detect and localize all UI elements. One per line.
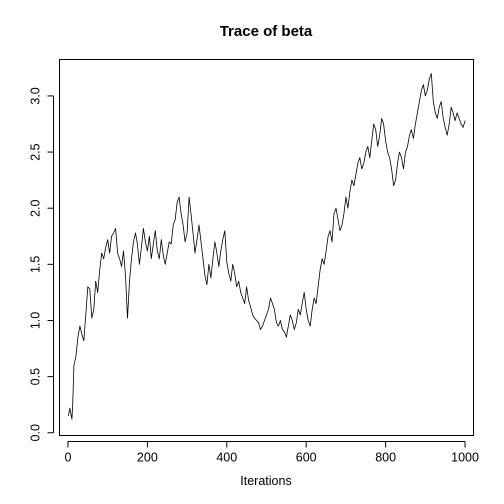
plot-frame <box>59 59 474 436</box>
y-tick-label: 3.0 <box>29 87 43 104</box>
x-tick-label: 800 <box>375 451 396 465</box>
y-tick-label: 2.5 <box>29 143 43 160</box>
x-tick-label: 0 <box>64 451 71 465</box>
y-tick-label: 0.5 <box>29 368 43 385</box>
x-axis-label: Iterations <box>240 474 291 488</box>
x-tick-label: 400 <box>216 451 237 465</box>
x-tick-label: 1000 <box>451 451 479 465</box>
trace-line-series <box>67 73 466 420</box>
y-axis: 0.0 0.5 1.0 1.5 2.0 2.5 3.0 <box>29 87 54 441</box>
y-tick-label: 1.0 <box>29 312 43 329</box>
y-tick-label: 0.0 <box>29 424 43 441</box>
y-tick-label: 2.0 <box>29 199 43 216</box>
x-axis: 0 200 400 600 800 1000 <box>64 441 479 465</box>
chart-title: Trace of beta <box>220 23 313 40</box>
y-tick-label: 1.5 <box>29 256 43 273</box>
x-tick-label: 200 <box>137 451 158 465</box>
x-tick-label: 600 <box>296 451 317 465</box>
